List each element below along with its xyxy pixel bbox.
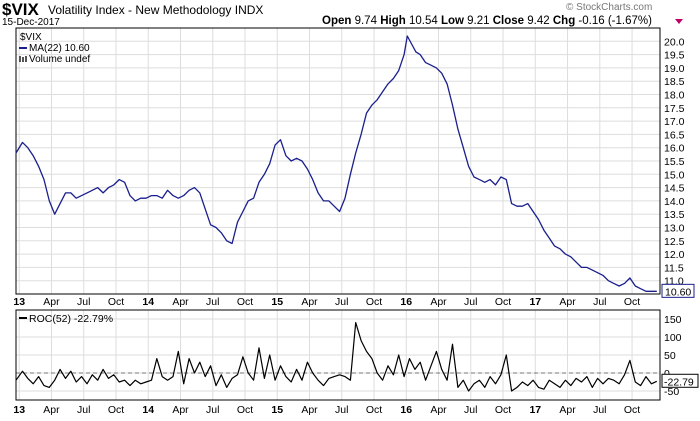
price-x-tick-label: Jul (77, 296, 90, 308)
price-x-tick-label: Apr (430, 296, 447, 308)
legend-volume-swatch-bar (25, 56, 27, 62)
price-x-tick-label: Apr (559, 296, 576, 308)
high-label: High (380, 15, 406, 27)
roc-x-tick-label: Apr (430, 404, 447, 416)
price-y-tick-label: 16.5 (664, 129, 685, 141)
roc-y-tick-label: -50 (664, 386, 679, 398)
price-x-tick-label: Jul (335, 296, 348, 308)
legend-roc-label: ROC(52) -22.79% (29, 313, 113, 325)
price-panel-frame (15, 27, 661, 295)
price-y-tick-label: 19.0 (664, 63, 685, 75)
price-y-tick-label: 13.5 (664, 209, 685, 221)
roc-x-tick-label: 14 (142, 404, 154, 416)
roc-y-tick-label: 150 (664, 314, 682, 326)
price-x-tick-label: Apr (301, 296, 318, 308)
price-x-tick-label: 13 (13, 296, 25, 308)
price-y-tick-label: 11.5 (664, 262, 684, 274)
low-label: Low (440, 15, 464, 27)
roc-x-tick-label: Apr (43, 404, 60, 416)
roc-x-tick-label: 13 (13, 404, 25, 416)
chg-label: Chg (552, 15, 576, 27)
legend-volume-swatch-bar (19, 56, 21, 62)
chart-date: 15-Dec-2017 (2, 17, 60, 28)
price-x-tick-label: 14 (142, 296, 154, 308)
roc-x-tick-label: Oct (237, 404, 253, 416)
roc-x-tick-label: Apr (172, 404, 189, 416)
roc-x-tick-label: 16 (400, 404, 412, 416)
price-y-tick-label: 15.0 (664, 169, 685, 181)
roc-x-tick-label: Apr (301, 404, 318, 416)
roc-x-tick-label: Oct (495, 404, 511, 416)
roc-panel-frame (15, 309, 661, 401)
ohlc-readout: Open 9.74 High 10.54 Low 9.21 Close 9.42… (322, 15, 652, 27)
copyright-text: © StockCharts.com (566, 2, 653, 13)
legend-volume-swatch-bar (22, 57, 24, 62)
price-x-tick-label: Apr (43, 296, 60, 308)
price-y-tick-label: 19.5 (664, 50, 685, 62)
open-value: 9.74 (354, 15, 377, 27)
change-down-icon (675, 19, 683, 24)
ticker-symbol: $VIX (2, 0, 39, 19)
roc-x-tick-label: Jul (77, 404, 90, 416)
roc-x-tick-label: Jul (464, 404, 477, 416)
close-label: Close (492, 15, 525, 27)
price-x-tick-label: 16 (400, 296, 412, 308)
price-x-tick-label: Oct (366, 296, 382, 308)
roc-x-tick-label: Apr (559, 404, 576, 416)
roc-x-tick-label: Jul (335, 404, 348, 416)
roc-x-tick-label: Oct (624, 404, 640, 416)
roc-y-tick-label: 100 (664, 332, 682, 344)
roc-x-tick-label: Jul (206, 404, 219, 416)
price-x-tick-label: 15 (271, 296, 283, 308)
high-value: 10.54 (408, 15, 438, 27)
roc-x-tick-label: 15 (271, 404, 283, 416)
roc-x-tick-label: Jul (593, 404, 606, 416)
roc-x-tick-label: 17 (529, 404, 541, 416)
price-last-value-tag (661, 283, 695, 298)
roc52-line (15, 322, 658, 392)
price-y-tick-label: 18.0 (664, 90, 685, 102)
price-y-tick-label: 15.5 (664, 156, 685, 168)
roc-last-value-tag (661, 373, 699, 388)
price-x-tick-label: Jul (593, 296, 606, 308)
roc-x-tick-label: Oct (108, 404, 124, 416)
price-x-tick-label: Jul (206, 296, 219, 308)
price-y-tick-label: 20.0 (664, 36, 685, 48)
price-y-tick-label: 17.5 (664, 103, 685, 115)
roc-y-tick-label: 50 (664, 350, 676, 362)
roc-x-tick-label: Oct (366, 404, 382, 416)
price-x-tick-label: Oct (237, 296, 253, 308)
price-y-tick-label: 18.5 (664, 76, 685, 88)
legend-ma-label: MA(22) 10.60 (29, 43, 90, 54)
instrument-name: Volatility Index - New Methodology INDX (48, 3, 264, 17)
price-x-tick-label: Apr (172, 296, 189, 308)
legend-symbol: $VIX (20, 32, 42, 43)
price-x-tick-label: 17 (529, 296, 541, 308)
price-y-tick-label: 17.0 (664, 116, 685, 128)
legend-volume-label: Volume undef (29, 54, 90, 65)
price-y-tick-label: 12.0 (664, 249, 685, 261)
price-y-tick-label: 14.0 (664, 196, 685, 208)
low-value: 9.21 (467, 15, 490, 27)
chg-value: -0.16 (-1.67%) (578, 15, 652, 27)
price-y-tick-label: 14.5 (664, 183, 685, 195)
price-y-tick-label: 13.0 (664, 223, 685, 235)
ma22-line (15, 35, 657, 292)
price-y-tick-label: 16.0 (664, 143, 685, 155)
price-x-tick-label: Oct (624, 296, 640, 308)
price-last-value-label: 10.60 (665, 286, 691, 298)
price-x-tick-label: Oct (495, 296, 511, 308)
price-x-tick-label: Oct (108, 296, 124, 308)
open-label: Open (322, 15, 352, 27)
close-value: 9.42 (527, 15, 550, 27)
roc-last-value-label: -22.79 (664, 376, 694, 388)
price-y-tick-label: 12.5 (664, 236, 685, 248)
price-x-tick-label: Jul (464, 296, 477, 308)
